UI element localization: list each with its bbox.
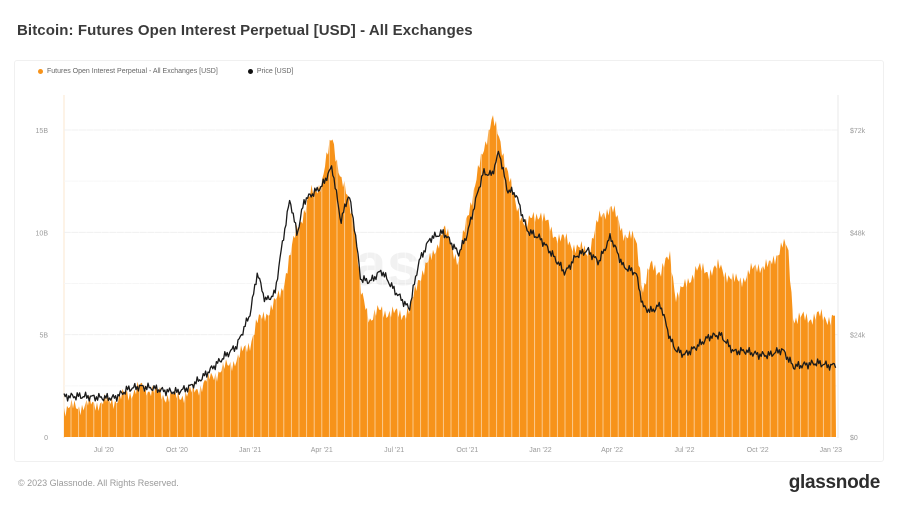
y2-tick-label: $72k — [850, 128, 866, 135]
y2-tick-label: $48k — [850, 230, 866, 237]
x-tick-label: Jan '22 — [529, 447, 551, 454]
x-tick-label: Jan '23 — [820, 447, 842, 454]
legend-label: Futures Open Interest Perpetual - All Ex… — [47, 68, 218, 75]
legend-item-price[interactable]: Price [USD] — [247, 68, 294, 75]
y2-tick-label: $24k — [850, 333, 866, 340]
x-tick-label: Jan '21 — [239, 447, 261, 454]
x-tick-label: Jul '22 — [674, 447, 694, 454]
y-tick-label: 5B — [39, 333, 48, 340]
x-tick-label: Jul '21 — [384, 447, 404, 454]
y-tick-label: 10B — [36, 230, 49, 237]
chart-legend: Futures Open Interest Perpetual - All Ex… — [38, 68, 293, 75]
x-tick-label: Oct '22 — [747, 447, 769, 454]
x-tick-label: Apr '21 — [311, 447, 333, 454]
y-tick-label: 0 — [44, 435, 48, 442]
y-tick-label: 15B — [36, 128, 49, 135]
x-tick-label: Apr '22 — [601, 447, 623, 454]
price-line[interactable] — [63, 150, 837, 402]
legend-dot-icon — [247, 69, 253, 74]
page-title: Bitcoin: Futures Open Interest Perpetual… — [17, 22, 473, 39]
glassnode-logo: glassnode — [788, 472, 881, 493]
legend-item-open-interest[interactable]: Futures Open Interest Perpetual - All Ex… — [38, 68, 218, 75]
legend-label: Price [USD] — [256, 68, 294, 75]
y2-tick-label: $0 — [850, 435, 858, 442]
x-tick-label: Jul '20 — [94, 447, 114, 454]
x-tick-label: Oct '21 — [456, 447, 478, 454]
copyright-text: © 2023 Glassnode. All Rights Reserved. — [18, 478, 179, 488]
x-tick-label: Oct '20 — [166, 447, 188, 454]
legend-dot-icon — [38, 69, 43, 74]
open-interest-area[interactable] — [64, 115, 836, 437]
